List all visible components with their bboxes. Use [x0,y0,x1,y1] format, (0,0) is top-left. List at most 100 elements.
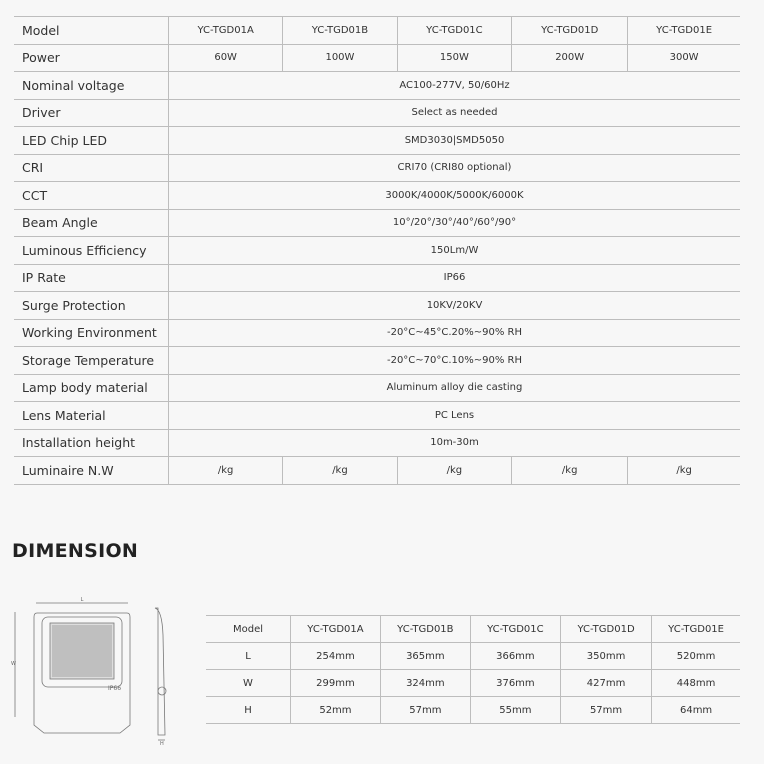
dimension-cell: L [206,642,291,670]
dimension-cell: 520mm [651,642,740,670]
spec-value: /kg [167,456,283,485]
dimension-cell: YC-TGD01E [651,615,740,643]
dimension-cell: YC-TGD01D [559,615,652,643]
spec-row: CRI CRI70 (CRI80 optional) [14,154,740,182]
spec-value: /kg [511,456,628,485]
ip-rating-mark: IP66 [108,685,121,692]
dimension-cell: YC-TGD01A [290,615,381,643]
dimension-cell: 57mm [559,696,652,724]
spec-row: Working Environment -20°C~45°C.20%~90% RH [14,319,740,347]
dimension-cell: 55mm [469,696,561,724]
spec-value: /kg [282,456,398,485]
spec-value: 300W [627,44,740,72]
spec-label: Storage Temperature [14,346,169,375]
dimension-table: Model YC-TGD01A YC-TGD01B YC-TGD01C YC-TGD01… [206,615,740,724]
dimension-cell: W [206,669,291,697]
length-label: L [81,597,84,603]
spec-label: Luminaire N.W [14,456,169,485]
dimension-cell: Model [206,615,291,643]
dimension-cell: 376mm [469,669,561,697]
spec-value: YC-TGD01C [396,16,512,45]
spec-value: -20°C~45°C.20%~90% RH [168,319,740,347]
spec-row: Storage Temperature -20°C~70°C.10%~90% RH [14,346,740,375]
spec-label: Nominal voltage [14,71,169,100]
spec-row: Lens Material PC Lens [14,401,740,430]
spec-row: Power 60W 100W 150W 200W 300W [14,44,740,72]
dimension-cell: 52mm [290,696,381,724]
spec-value: CRI70 (CRI80 optional) [168,154,740,182]
dimension-row: H 52mm 57mm 55mm 57mm 64mm [206,696,740,724]
spec-label: Lens Material [14,401,169,430]
spec-label: Luminous Efficiency [14,236,169,265]
spec-label: LED Chip LED [14,126,169,155]
spec-row: Luminaire N.W/kg/kg/kg/kg/kg [14,456,740,485]
spec-label: Lamp body material [14,374,169,402]
spec-value: 10m-30m [168,429,740,457]
spec-label: Power [14,44,169,72]
spec-label: IP Rate [14,264,169,292]
dimension-cell: 57mm [379,696,471,724]
dimension-cell: 254mm [290,642,381,670]
spec-value: 100W [282,44,398,72]
dimension-row: L 254mm 365mm 366mm 350mm 520mm [206,642,740,670]
dimension-cell: 64mm [651,696,740,724]
spec-label: Installation height [14,429,169,457]
spec-value: AC100-277V, 50/60Hz [168,71,740,100]
spec-label: CCT [14,181,169,210]
spec-value: YC-TGD01B [282,16,398,45]
spec-value: 150W [396,44,512,72]
spec-label: Model [14,16,169,45]
spec-row: Nominal voltage AC100-277V, 50/60Hz [14,71,740,100]
spec-label: Surge Protection [14,291,169,320]
spec-value: IP66 [168,264,740,292]
spec-label: Working Environment [14,319,169,347]
spec-value: SMD3030|SMD5050 [168,126,740,155]
spec-value: 200W [511,44,628,72]
spec-row: CCT 3000K/4000K/5000K/6000K [14,181,740,210]
spec-label: CRI [14,154,169,182]
width-label: W [11,661,16,667]
spec-value: /kg [396,456,512,485]
lamp-side-outline [154,607,166,736]
spec-row: Model YC-TGD01A YC-TGD01B YC-TGD01C YC-TGD01… [14,16,740,45]
spec-row: Installation height 10m-30m [14,429,740,457]
dimension-row: Model YC-TGD01A YC-TGD01B YC-TGD01C YC-TGD01… [206,615,740,643]
spec-value: PC Lens [168,401,740,430]
spec-value: YC-TGD01E [627,16,740,45]
dimension-cell: 366mm [469,642,561,670]
spec-value: YC-TGD01A [167,16,283,45]
spec-row: Luminous Efficiency 150Lm/W [14,236,740,265]
dimension-cell: YC-TGD01C [469,615,561,643]
spec-row: Surge Protection 10KV/20KV [14,291,740,320]
spec-row: IP Rate IP66 [14,264,740,292]
dimension-cell: 365mm [379,642,471,670]
dimension-cell: 427mm [559,669,652,697]
spec-label: Beam Angle [14,209,169,237]
dimension-cell: 324mm [379,669,471,697]
lamp-housing-outline [33,612,131,734]
spec-value: YC-TGD01D [511,16,628,45]
dimension-cell: YC-TGD01B [379,615,471,643]
spec-label: Driver [14,99,169,127]
spec-value: 10°/20°/30°/40°/60°/90° [168,209,740,237]
floodlight-dimension-drawing: L W H IP66 [11,597,167,745]
dimension-cell: 448mm [651,669,740,697]
spec-row: Driver Select as needed [14,99,740,127]
spec-row: Beam Angle 10°/20°/30°/40°/60°/90° [14,209,740,237]
spec-value: -20°C~70°C.10%~90% RH [168,346,740,375]
dimension-row: W 299mm 324mm 376mm 427mm 448mm [206,669,740,697]
spec-value: Select as needed [168,99,740,127]
spec-value: /kg [627,456,740,485]
spec-value: 10KV/20KV [168,291,740,320]
dimension-heading: DIMENSION [12,540,139,562]
dimension-cell: 299mm [290,669,381,697]
dimension-cell: H [206,696,291,724]
height-label: H [160,741,164,745]
spec-row: LED Chip LED SMD3030|SMD5050 [14,126,740,155]
spec-value: Aluminum alloy die casting [168,374,740,402]
spec-row: Lamp body material Aluminum alloy die cas… [14,374,740,402]
spec-value: 60W [167,44,283,72]
dimension-cell: 350mm [559,642,652,670]
spec-value: 150Lm/W [168,236,740,265]
specification-table: Model YC-TGD01A YC-TGD01B YC-TGD01C YC-TGD01… [14,16,740,485]
